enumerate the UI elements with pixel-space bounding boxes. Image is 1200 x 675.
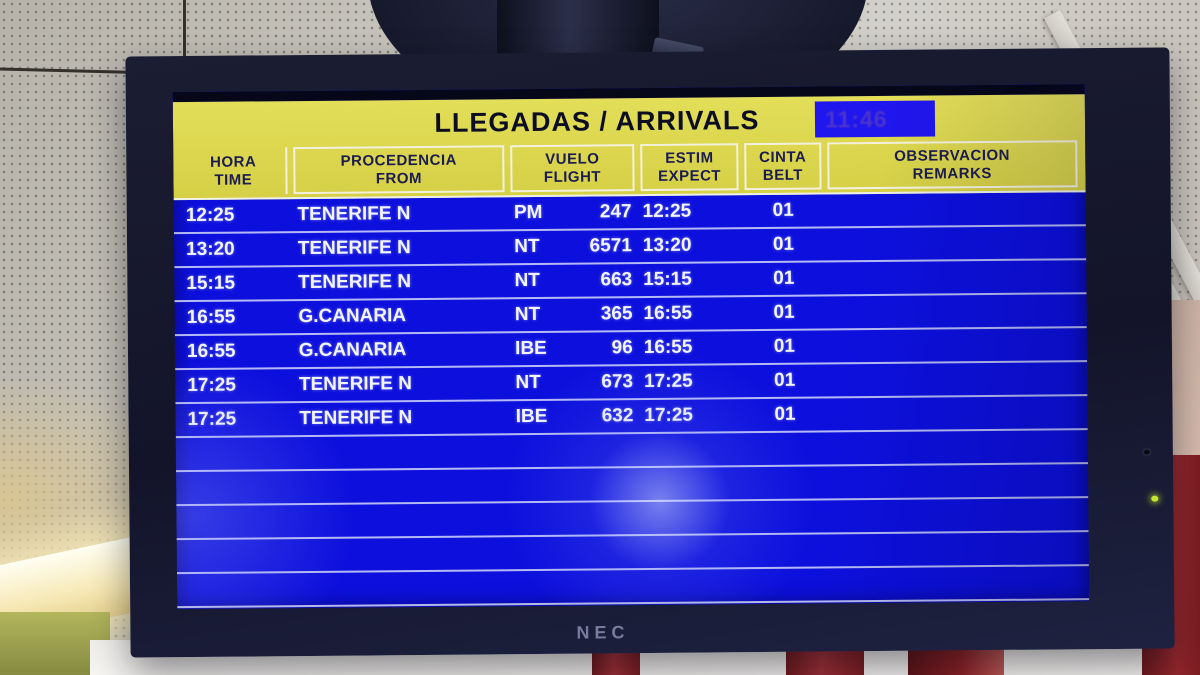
- board-title: LLEGADAS / ARRIVALS: [434, 104, 760, 138]
- column-label-es: PROCEDENCIA: [340, 151, 458, 170]
- column-header-vuelo: VUELO FLIGHT: [510, 144, 635, 193]
- flight-airline-code: NT: [514, 269, 540, 292]
- cell-remarks: [828, 310, 1078, 312]
- cell-expected-time: 16:55: [643, 302, 693, 325]
- clock-display: 11:46: [814, 100, 936, 138]
- cell-remarks: [828, 344, 1078, 346]
- cell-expected-time: 17:25: [644, 404, 694, 427]
- flight-number: 247: [599, 201, 632, 223]
- cell-origin: TENERIFE N: [298, 271, 412, 294]
- flight-airline-code: NT: [514, 303, 541, 326]
- flight-airline-code: IBE: [515, 405, 548, 428]
- flight-airline-code: PM: [513, 201, 543, 224]
- ceiling-grid-line: [183, 0, 186, 78]
- cell-scheduled-time: 16:55: [186, 306, 236, 329]
- cell-belt-number: 01: [772, 199, 794, 221]
- column-header-cinta: CINTA BELT: [744, 142, 822, 191]
- cell-scheduled-time: 16:55: [186, 340, 236, 363]
- cell-origin: TENERIFE N: [297, 237, 411, 260]
- flight-airline-code: NT: [514, 235, 540, 258]
- cell-scheduled-time: 12:25: [185, 204, 235, 227]
- column-header-hora: HORA TIME: [181, 147, 288, 196]
- board-title-row: LLEGADAS / ARRIVALS 11:46: [173, 94, 1085, 148]
- flight-airline-code: IBE: [515, 337, 547, 360]
- column-label-en: BELT: [762, 166, 803, 184]
- column-label-en: EXPECT: [657, 166, 722, 185]
- cell-belt-number: 01: [772, 233, 795, 255]
- cell-expected-time: 12:25: [642, 200, 692, 223]
- cell-expected-time: 15:15: [643, 268, 692, 291]
- cell-flight: NT 663: [511, 269, 635, 292]
- column-label-en: TIME: [214, 170, 253, 189]
- cell-scheduled-time: 17:25: [187, 408, 237, 431]
- cell-expected-time: 16:55: [643, 336, 693, 359]
- flight-number: 365: [600, 303, 633, 325]
- nec-logo: NEC: [576, 622, 630, 643]
- column-label-es: HORA: [210, 152, 257, 171]
- flight-number: 673: [601, 371, 634, 393]
- column-header-procedencia: PROCEDENCIA FROM: [292, 145, 505, 195]
- nec-monitor: LLEGADAS / ARRIVALS 11:46 HORA TIME PROCED…: [125, 47, 1175, 658]
- cell-remarks: [827, 208, 1077, 210]
- cell-scheduled-time: 13:20: [185, 238, 235, 261]
- column-headers-row: HORA TIME PROCEDENCIA FROM VUELO FLIGHT ESTIM E…: [173, 140, 1085, 200]
- column-label-es: ESTIM: [665, 148, 714, 167]
- column-header-estim: ESTIM EXPECT: [639, 143, 739, 192]
- arrivals-display-screen: LLEGADAS / ARRIVALS 11:46 HORA TIME PROCED…: [172, 84, 1090, 610]
- cell-flight: IBE 96: [512, 337, 636, 360]
- flight-airline-code: NT: [515, 371, 541, 394]
- cell-belt-number: 01: [773, 335, 796, 357]
- flight-number: 6571: [589, 235, 632, 257]
- column-label-en: REMARKS: [912, 164, 992, 183]
- column-label-es: VUELO: [545, 149, 600, 168]
- clock-time: 11:46: [824, 105, 888, 132]
- cell-flight: NT 6571: [511, 235, 635, 258]
- cell-remarks: [828, 242, 1078, 244]
- cell-origin: TENERIFE N: [298, 373, 413, 396]
- cell-flight: NT 365: [512, 303, 636, 326]
- cell-scheduled-time: 17:25: [187, 374, 236, 397]
- cell-remarks: [828, 276, 1078, 278]
- cell-scheduled-time: 15:15: [186, 272, 236, 295]
- cell-belt-number: 01: [773, 267, 795, 289]
- ir-sensor-dot: [1143, 449, 1150, 455]
- column-label-es: CINTA: [759, 148, 807, 166]
- board-header-band: LLEGADAS / ARRIVALS 11:46 HORA TIME PROCED…: [172, 94, 1086, 201]
- cell-flight: PM 247: [511, 201, 635, 224]
- column-header-observacion: OBSERVACION REMARKS: [826, 140, 1078, 190]
- column-label-es: OBSERVACION: [894, 146, 1011, 165]
- column-label-en: FROM: [375, 169, 423, 187]
- cell-flight: IBE 632: [513, 405, 637, 428]
- flight-number: 663: [600, 269, 633, 291]
- empty-row: [176, 566, 1090, 609]
- cell-origin: G.CANARIA: [298, 305, 407, 328]
- cell-expected-time: 13:20: [642, 234, 692, 257]
- flight-rows-area: 12:25 TENERIFE N PM 247 12:25 01 13:20 TENERIFE…: [173, 192, 1090, 609]
- cell-origin: TENERIFE N: [297, 203, 411, 226]
- cell-expected-time: 17:25: [643, 370, 693, 393]
- cell-belt-number: 01: [773, 301, 795, 323]
- cell-remarks: [829, 412, 1079, 414]
- cell-flight: NT 673: [512, 371, 636, 394]
- flight-number: 96: [611, 337, 633, 359]
- column-label-en: FLIGHT: [543, 167, 602, 186]
- cell-origin: G.CANARIA: [298, 339, 407, 362]
- flight-number: 632: [601, 405, 634, 427]
- cell-belt-number: 01: [774, 403, 796, 425]
- cell-remarks: [829, 378, 1079, 380]
- cell-belt-number: 01: [774, 369, 796, 391]
- cell-origin: TENERIFE N: [299, 407, 413, 430]
- power-led: [1151, 495, 1159, 502]
